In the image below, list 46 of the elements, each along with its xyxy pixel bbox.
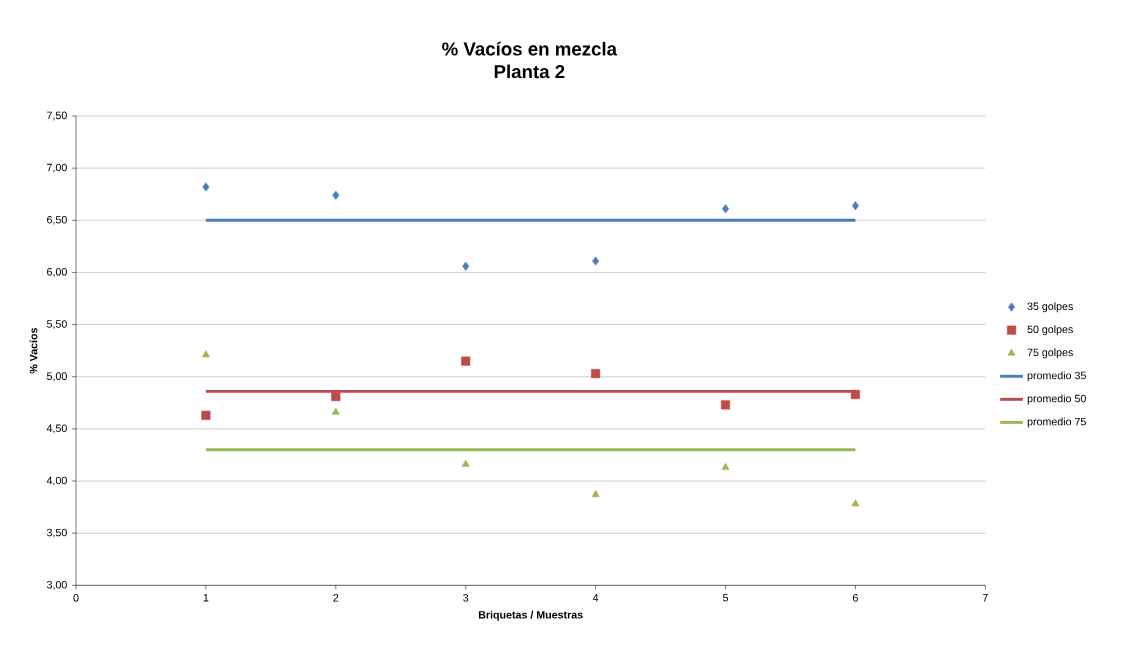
x-tick-label: 1 [203, 594, 209, 602]
point [851, 201, 859, 211]
y-tick-label: 4,50 [46, 424, 67, 434]
x-tick-label: 3 [463, 594, 469, 602]
legend-label: promedio 75 [1027, 417, 1086, 428]
y-tick-label: 3,00 [46, 580, 67, 590]
y-tick-label: 7,00 [47, 163, 67, 173]
point [331, 407, 340, 415]
legend-label: 35 golpes [1027, 302, 1073, 313]
point [850, 389, 860, 400]
y-tick-label: 5,00 [46, 372, 67, 382]
y-axis-title: % Vacíos [29, 327, 38, 374]
point [461, 459, 470, 467]
point [201, 410, 211, 420]
legend-label: 50 golpes [1027, 325, 1073, 336]
y-tick-label: 7,50 [47, 111, 67, 121]
x-tick-label: 6 [853, 594, 858, 602]
y-tick-label: 6,50 [47, 215, 67, 225]
legend-label: promedio 50 [1027, 394, 1086, 405]
point [721, 462, 730, 470]
x-tick-label: 0 [73, 594, 79, 602]
y-tick-label: 6,00 [47, 268, 67, 277]
x-tick-label: 5 [722, 594, 729, 602]
point [720, 400, 731, 410]
y-tick-label: 4,00 [46, 476, 67, 486]
point [592, 256, 600, 266]
x-tick-label: 4 [592, 594, 599, 602]
point [722, 204, 729, 214]
legend-label: promedio 35 [1027, 371, 1086, 382]
point [591, 490, 600, 497]
point [332, 190, 340, 200]
x-axis-title: Briquetas / Muestras [478, 610, 583, 621]
point [591, 369, 601, 379]
point [851, 499, 860, 507]
point [201, 350, 210, 358]
point [461, 356, 471, 366]
point [202, 182, 210, 192]
chart-subtitle: Planta 2 [494, 64, 565, 79]
point [462, 261, 470, 271]
chart-title: % Vacíos en mezcla [442, 41, 618, 56]
x-tick-label: 2 [333, 594, 339, 602]
y-tick-label: 5,50 [46, 320, 67, 329]
y-tick-label: 3,50 [46, 528, 67, 538]
point [331, 392, 341, 402]
legend-label: 75 golpes [1027, 348, 1073, 359]
x-tick-label: 7 [982, 594, 988, 602]
